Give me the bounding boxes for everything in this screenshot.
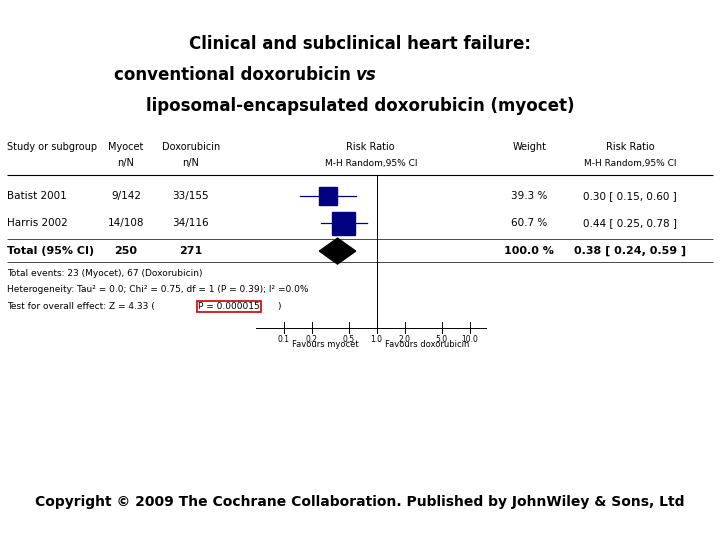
Text: 0.5: 0.5 bbox=[343, 335, 355, 345]
Text: Test for overall effect: Z = 4.33 (: Test for overall effect: Z = 4.33 ( bbox=[7, 302, 155, 310]
Text: 100.0 %: 100.0 % bbox=[504, 246, 554, 256]
Text: Weight: Weight bbox=[512, 142, 546, 152]
Text: M-H Random,95% CI: M-H Random,95% CI bbox=[325, 159, 417, 168]
Text: n/N: n/N bbox=[117, 158, 135, 168]
Text: 0.30 [ 0.15, 0.60 ]: 0.30 [ 0.15, 0.60 ] bbox=[583, 191, 677, 201]
Bar bbox=[332, 212, 355, 234]
Text: Favours doxorubicin: Favours doxorubicin bbox=[385, 340, 469, 349]
Text: 0.38 [ 0.24, 0.59 ]: 0.38 [ 0.24, 0.59 ] bbox=[574, 246, 686, 256]
Text: 0.44 [ 0.25, 0.78 ]: 0.44 [ 0.25, 0.78 ] bbox=[583, 218, 677, 228]
Text: 2.0: 2.0 bbox=[399, 335, 410, 345]
Text: Total events: 23 (Myocet), 67 (Doxorubicin): Total events: 23 (Myocet), 67 (Doxorubic… bbox=[7, 269, 203, 278]
Text: 271: 271 bbox=[179, 246, 202, 256]
Text: Risk Ratio: Risk Ratio bbox=[606, 142, 654, 152]
Text: 9/142: 9/142 bbox=[111, 191, 141, 201]
Text: 5.0: 5.0 bbox=[436, 335, 448, 345]
Text: 250: 250 bbox=[114, 246, 138, 256]
Text: Study or subgroup: Study or subgroup bbox=[7, 142, 97, 152]
Text: 0.1: 0.1 bbox=[278, 335, 289, 345]
Text: Favours myocet: Favours myocet bbox=[292, 340, 359, 349]
Bar bbox=[319, 187, 338, 205]
Text: 0.2: 0.2 bbox=[305, 335, 318, 345]
Text: Clinical and subclinical heart failure:: Clinical and subclinical heart failure: bbox=[189, 35, 531, 53]
Text: Heterogeneity: Tau² = 0.0; Chi² = 0.75, df = 1 (P = 0.39); I² =0.0%: Heterogeneity: Tau² = 0.0; Chi² = 0.75, … bbox=[7, 286, 309, 294]
Text: M-H Random,95% CI: M-H Random,95% CI bbox=[584, 159, 676, 168]
Text: liposomal-encapsulated doxorubicin (myocet): liposomal-encapsulated doxorubicin (myoc… bbox=[145, 97, 575, 114]
Polygon shape bbox=[320, 238, 356, 264]
Text: Harris 2002: Harris 2002 bbox=[7, 218, 68, 228]
Text: n/N: n/N bbox=[182, 158, 199, 168]
Text: Myocet: Myocet bbox=[108, 142, 144, 152]
Text: 34/116: 34/116 bbox=[173, 218, 209, 228]
Text: 10.0: 10.0 bbox=[462, 335, 478, 345]
Text: 1.0: 1.0 bbox=[371, 335, 382, 345]
Text: P = 0.000015: P = 0.000015 bbox=[198, 302, 260, 310]
Text: Batist 2001: Batist 2001 bbox=[7, 191, 67, 201]
Text: 60.7 %: 60.7 % bbox=[511, 218, 547, 228]
Text: vs: vs bbox=[356, 66, 377, 84]
Text: Total (95% CI): Total (95% CI) bbox=[7, 246, 94, 256]
Text: Risk Ratio: Risk Ratio bbox=[346, 142, 395, 152]
Text: conventional doxorubicin: conventional doxorubicin bbox=[114, 66, 356, 84]
Text: 33/155: 33/155 bbox=[173, 191, 209, 201]
Text: 14/108: 14/108 bbox=[108, 218, 144, 228]
Text: ): ) bbox=[277, 302, 281, 310]
Text: Doxorubicin: Doxorubicin bbox=[162, 142, 220, 152]
Text: 39.3 %: 39.3 % bbox=[511, 191, 547, 201]
Text: Copyright © 2009 The Cochrane Collaboration. Published by JohnWiley & Sons, Ltd: Copyright © 2009 The Cochrane Collaborat… bbox=[35, 495, 685, 509]
